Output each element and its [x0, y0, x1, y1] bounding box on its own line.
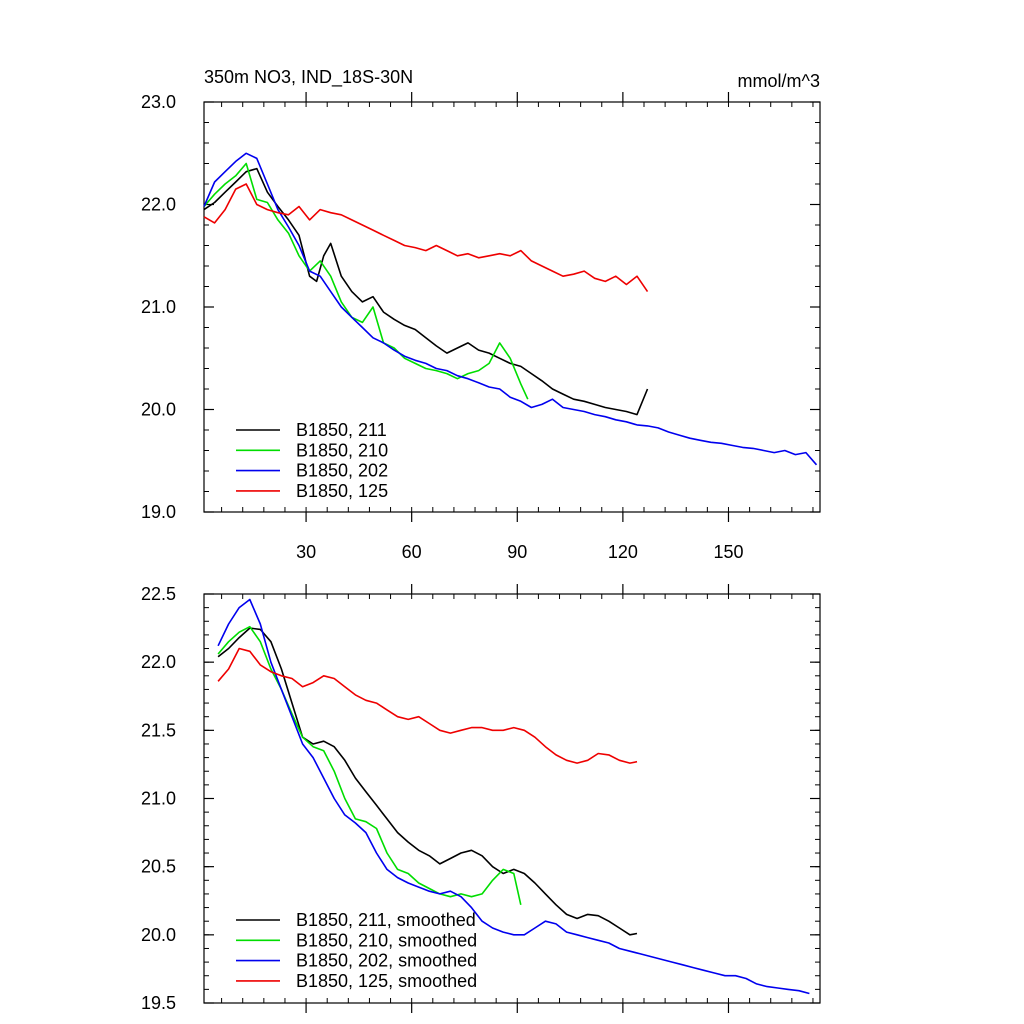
series-line	[203, 152, 818, 466]
legend-label: B1850, 125	[296, 481, 388, 501]
legend-label: B1850, 211	[296, 420, 387, 440]
y-tick-label: 22.0	[141, 652, 176, 672]
x-tick-label: 60	[402, 542, 422, 562]
y-tick-label: 20.0	[141, 925, 176, 945]
figure-title: 350m NO3, IND_18S-30N	[204, 67, 413, 88]
bottom-panel-smoothed: 19.5 20.0 20.5 21.0 21.5 22.0 22.5 B1850, 211, …	[141, 584, 821, 1013]
series-line	[217, 598, 810, 995]
y-tick-label: 20.0	[141, 400, 176, 420]
y-tick-label: 21.0	[141, 297, 176, 317]
x-tick-label: 150	[713, 542, 743, 562]
y-tick-label: 23.0	[141, 92, 176, 112]
y-tick-label: 21.0	[141, 789, 176, 809]
y-tick-label: 19.5	[141, 993, 176, 1013]
y-tick-label: 20.5	[141, 857, 176, 877]
series-line	[203, 183, 649, 293]
legend-label: B1850, 210	[296, 440, 388, 460]
legend-label: B1850, 210, smoothed	[296, 930, 477, 950]
x-tick-label: 90	[507, 542, 527, 562]
x-tick-label: 30	[296, 542, 316, 562]
x-tick-label: 120	[608, 542, 638, 562]
series-line	[217, 625, 522, 905]
y-tick-label: 22.0	[141, 195, 176, 215]
figure-units: mmol/m^3	[738, 71, 820, 91]
y-tick-label: 19.0	[141, 502, 176, 522]
series-line	[203, 162, 529, 400]
y-tick-label: 22.5	[141, 584, 176, 604]
legend-label: B1850, 125, smoothed	[296, 971, 477, 991]
series-line	[217, 647, 638, 764]
legend-label: B1850, 202, smoothed	[296, 951, 477, 971]
top-panel-raw: 30 60 90 120 150 19.0 20.0 21.0 22.0 23.0 B1850, 2…	[141, 92, 821, 562]
legend-label: B1850, 211, smoothed	[296, 910, 476, 930]
series-line	[217, 627, 638, 936]
series-line	[203, 167, 649, 416]
legend-label: B1850, 202	[296, 461, 388, 481]
y-tick-label: 21.5	[141, 720, 176, 740]
